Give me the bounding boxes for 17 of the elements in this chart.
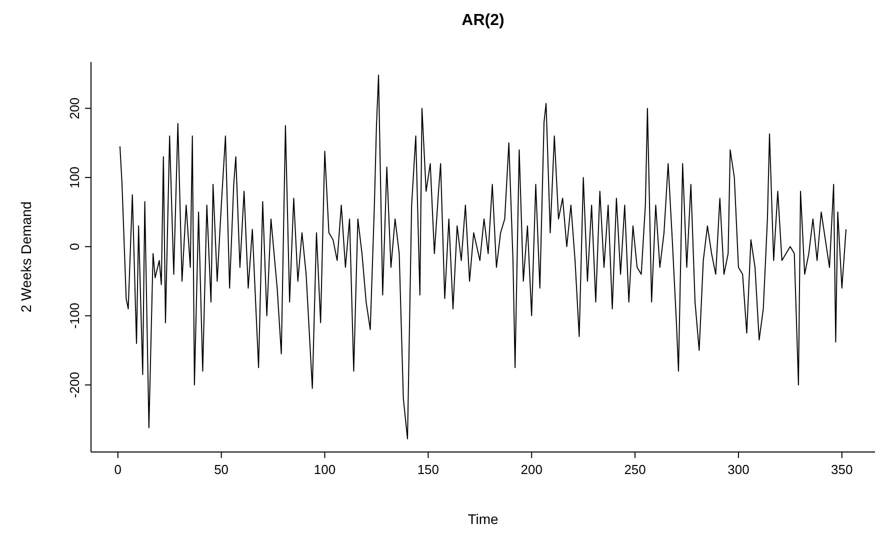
y-axis-title: 2 Weeks Demand [18, 201, 34, 313]
x-tick-label: 100 [314, 462, 336, 477]
x-tick-label: 200 [520, 462, 542, 477]
x-tick-label: 300 [728, 462, 750, 477]
chart-title: AR(2) [460, 12, 506, 30]
x-tick-label: 150 [417, 462, 440, 477]
y-tick-label: 100 [67, 166, 82, 188]
y-tick-label: -200 [67, 372, 82, 398]
x-axis-title: Time [468, 511, 499, 527]
x-tick-label: 350 [831, 462, 853, 477]
x-tick-label: 250 [624, 462, 646, 477]
line-series [119, 74, 847, 440]
y-tick-label: 0 [67, 243, 82, 250]
x-tick-label: 50 [214, 462, 229, 477]
y-tick-label: 200 [67, 97, 82, 120]
y-tick-label: -100 [67, 302, 82, 329]
x-tick-label: 0 [114, 462, 122, 477]
